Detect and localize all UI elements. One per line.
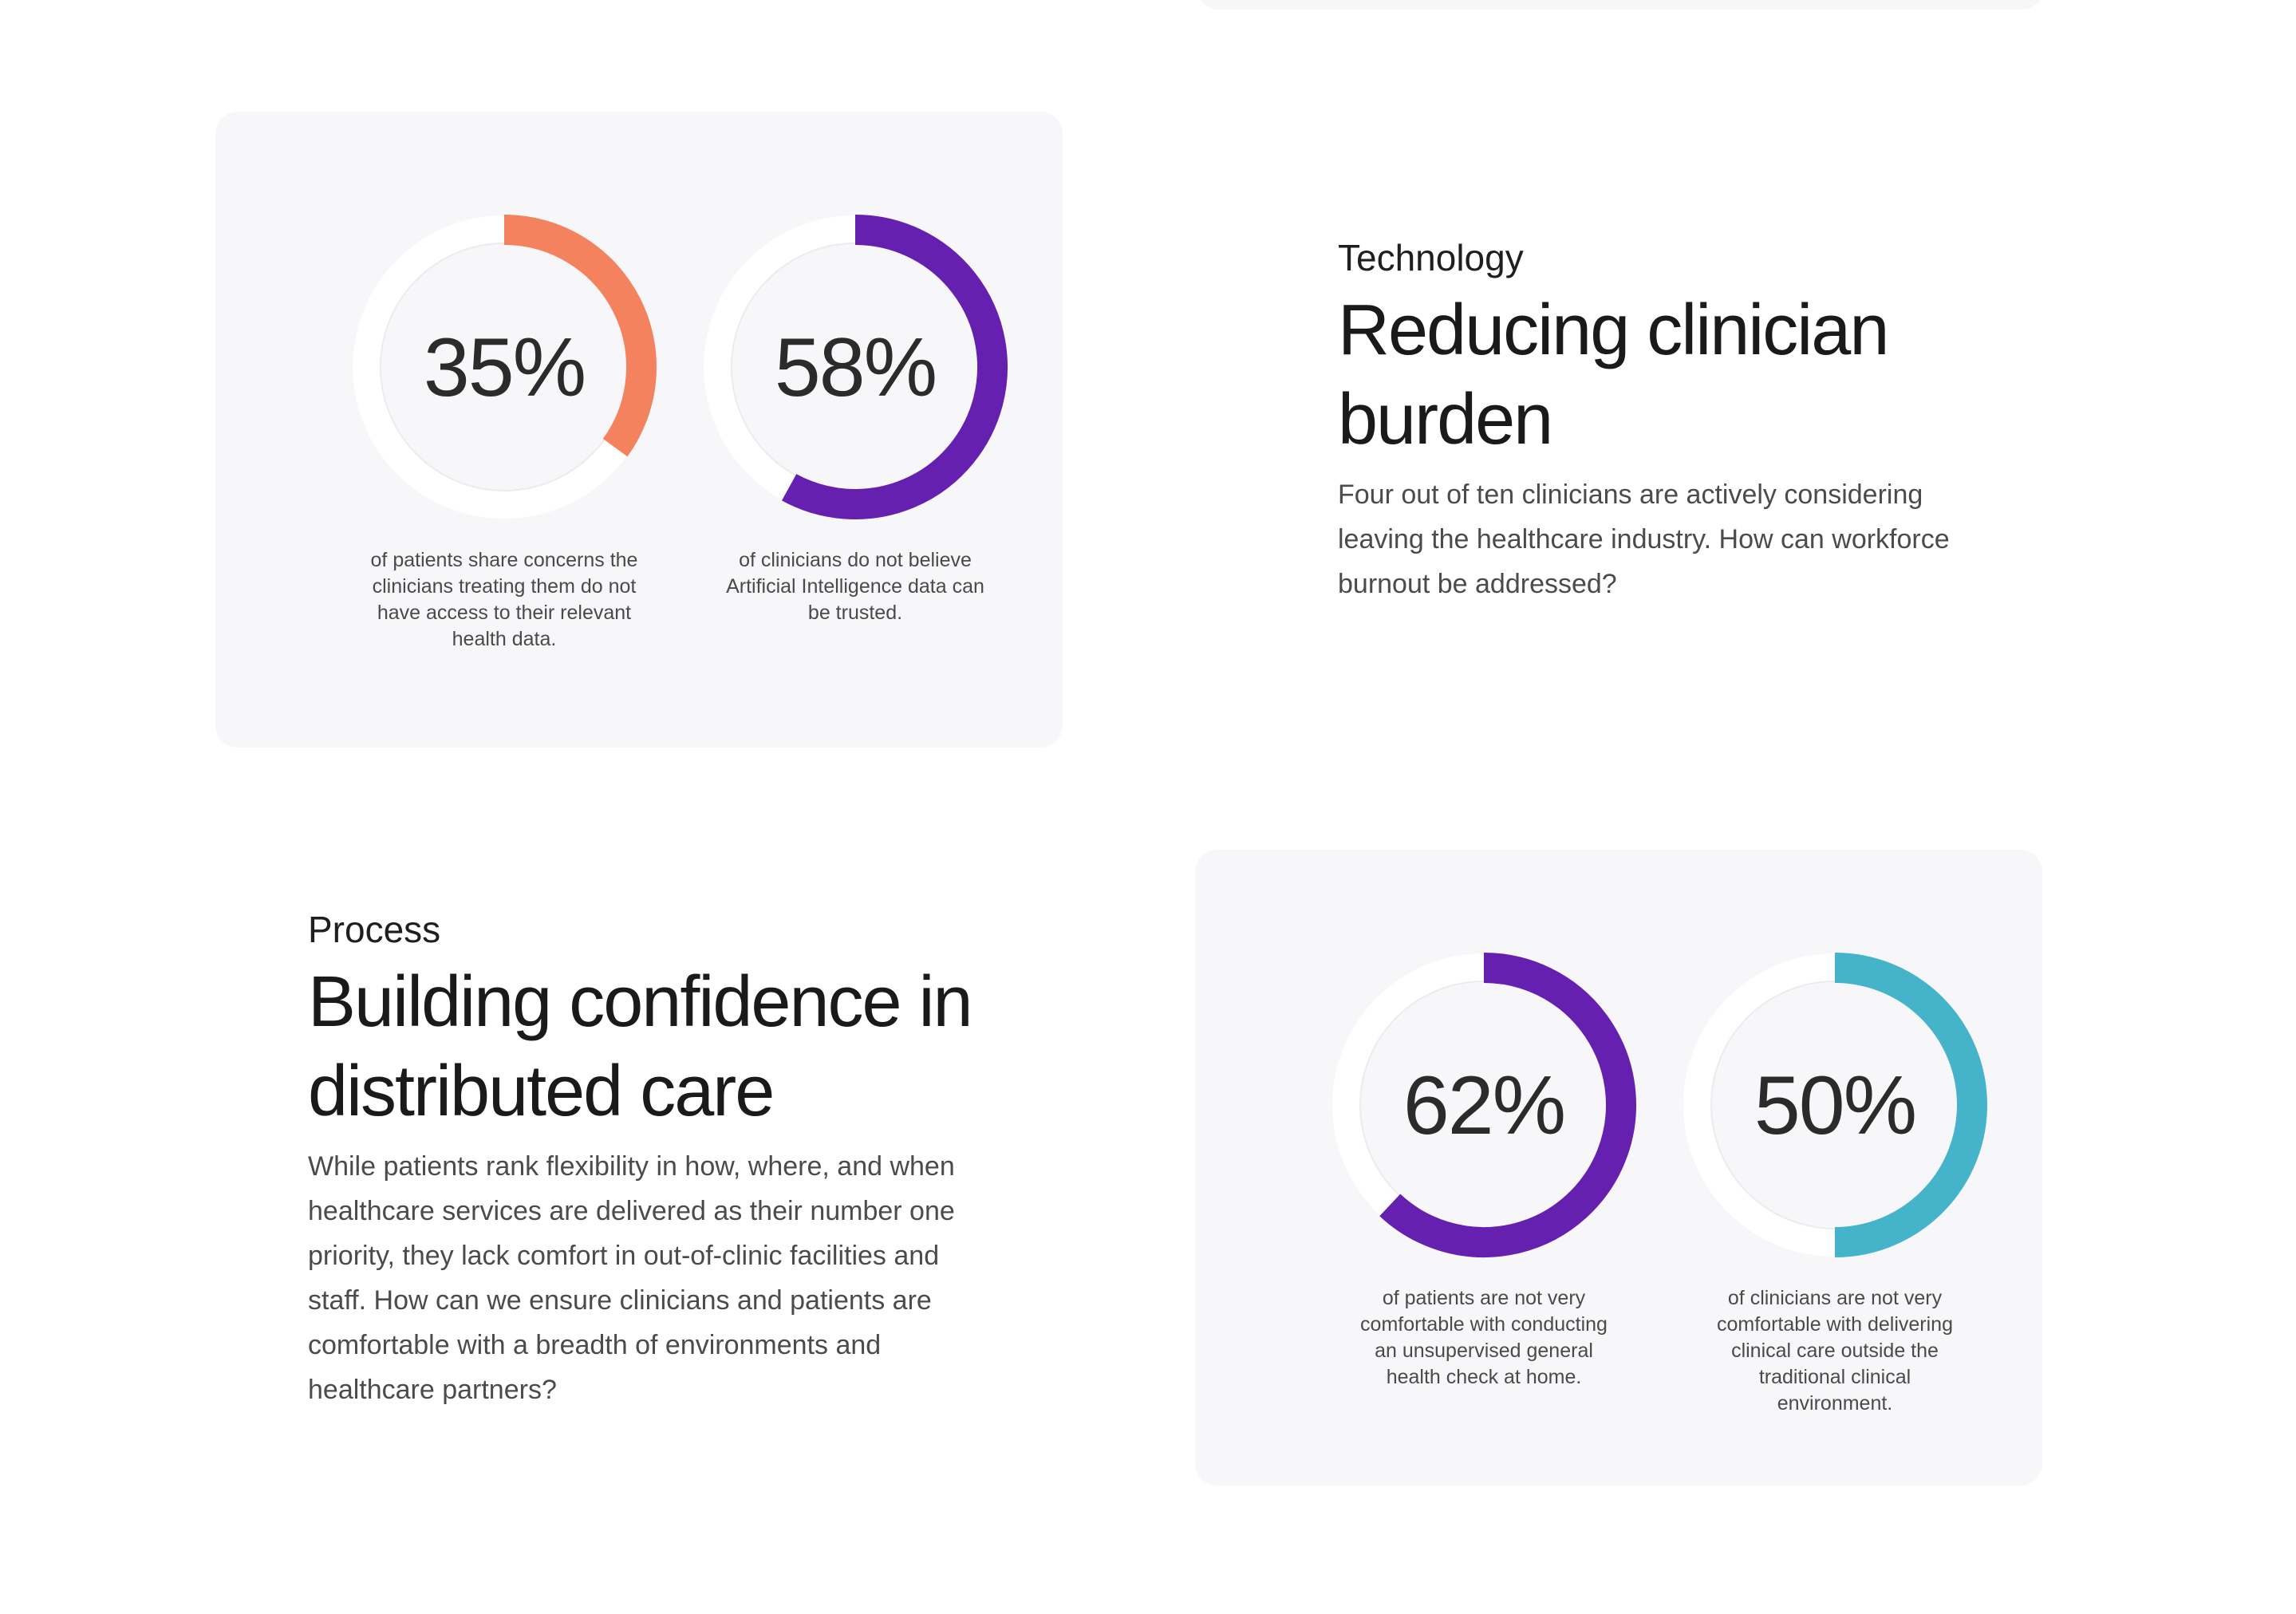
donut-arc	[503, 215, 657, 457]
headline-line: distributed care	[308, 1052, 775, 1131]
stat-caption: of patients are not very comfortable wit…	[1360, 1287, 1608, 1388]
donut-arc	[1834, 953, 1987, 1257]
stats-card-process: 62% of patients are not very comfortable…	[1195, 850, 2042, 1486]
section-eyebrow: Process	[308, 909, 441, 950]
stat-patients-data-access: 35% of patients share concerns the clini…	[329, 207, 680, 653]
stat-clinicians-outside-care: 50% of clinicians are not very comfortab…	[1659, 945, 2010, 1417]
stat-caption: of clinicians are not very comfortable w…	[1717, 1287, 1953, 1415]
donut-percentage: 50%	[1754, 1060, 1915, 1152]
donut-chart-35: 35%	[353, 215, 657, 519]
headline-line: Building confidence in	[308, 962, 973, 1042]
donut-percentage: 35%	[424, 322, 585, 414]
section-headline: Reducing clinician burden	[1338, 286, 1992, 464]
headline-line: burden	[1338, 380, 1553, 460]
section-process-text: Process Building confidence in distribut…	[308, 908, 994, 1412]
donut-percentage: 62%	[1403, 1060, 1564, 1152]
previous-card-edge	[1197, 0, 2044, 10]
stat-patients-home-check: 62% of patients are not very comfortable…	[1308, 945, 1659, 1391]
section-body: Four out of ten clinicians are actively …	[1338, 479, 1950, 599]
section-eyebrow: Technology	[1338, 237, 1524, 278]
section-headline: Building confidence in distributed care	[308, 957, 994, 1136]
donut-percentage: 58%	[775, 322, 936, 414]
stat-clinicians-ai-trust: 58% of clinicians do not believe Artific…	[680, 207, 1031, 626]
donut-arc	[1379, 953, 1636, 1257]
stat-caption: of clinicians do not believe Artificial …	[726, 549, 984, 624]
stats-card-technology: 35% of patients share concerns the clini…	[215, 112, 1063, 748]
donut-chart-50: 50%	[1683, 953, 1987, 1257]
donut-chart-58: 58%	[704, 215, 1008, 519]
stat-caption: of patients share concerns the clinician…	[370, 549, 638, 650]
headline-line: Reducing clinician	[1338, 290, 1889, 370]
donut-chart-62: 62%	[1332, 953, 1636, 1257]
section-body: While patients rank flexibility in how, …	[308, 1151, 955, 1405]
donut-arc	[782, 215, 1008, 519]
section-technology-text: Technology Reducing clinician burden Fou…	[1338, 236, 1992, 606]
